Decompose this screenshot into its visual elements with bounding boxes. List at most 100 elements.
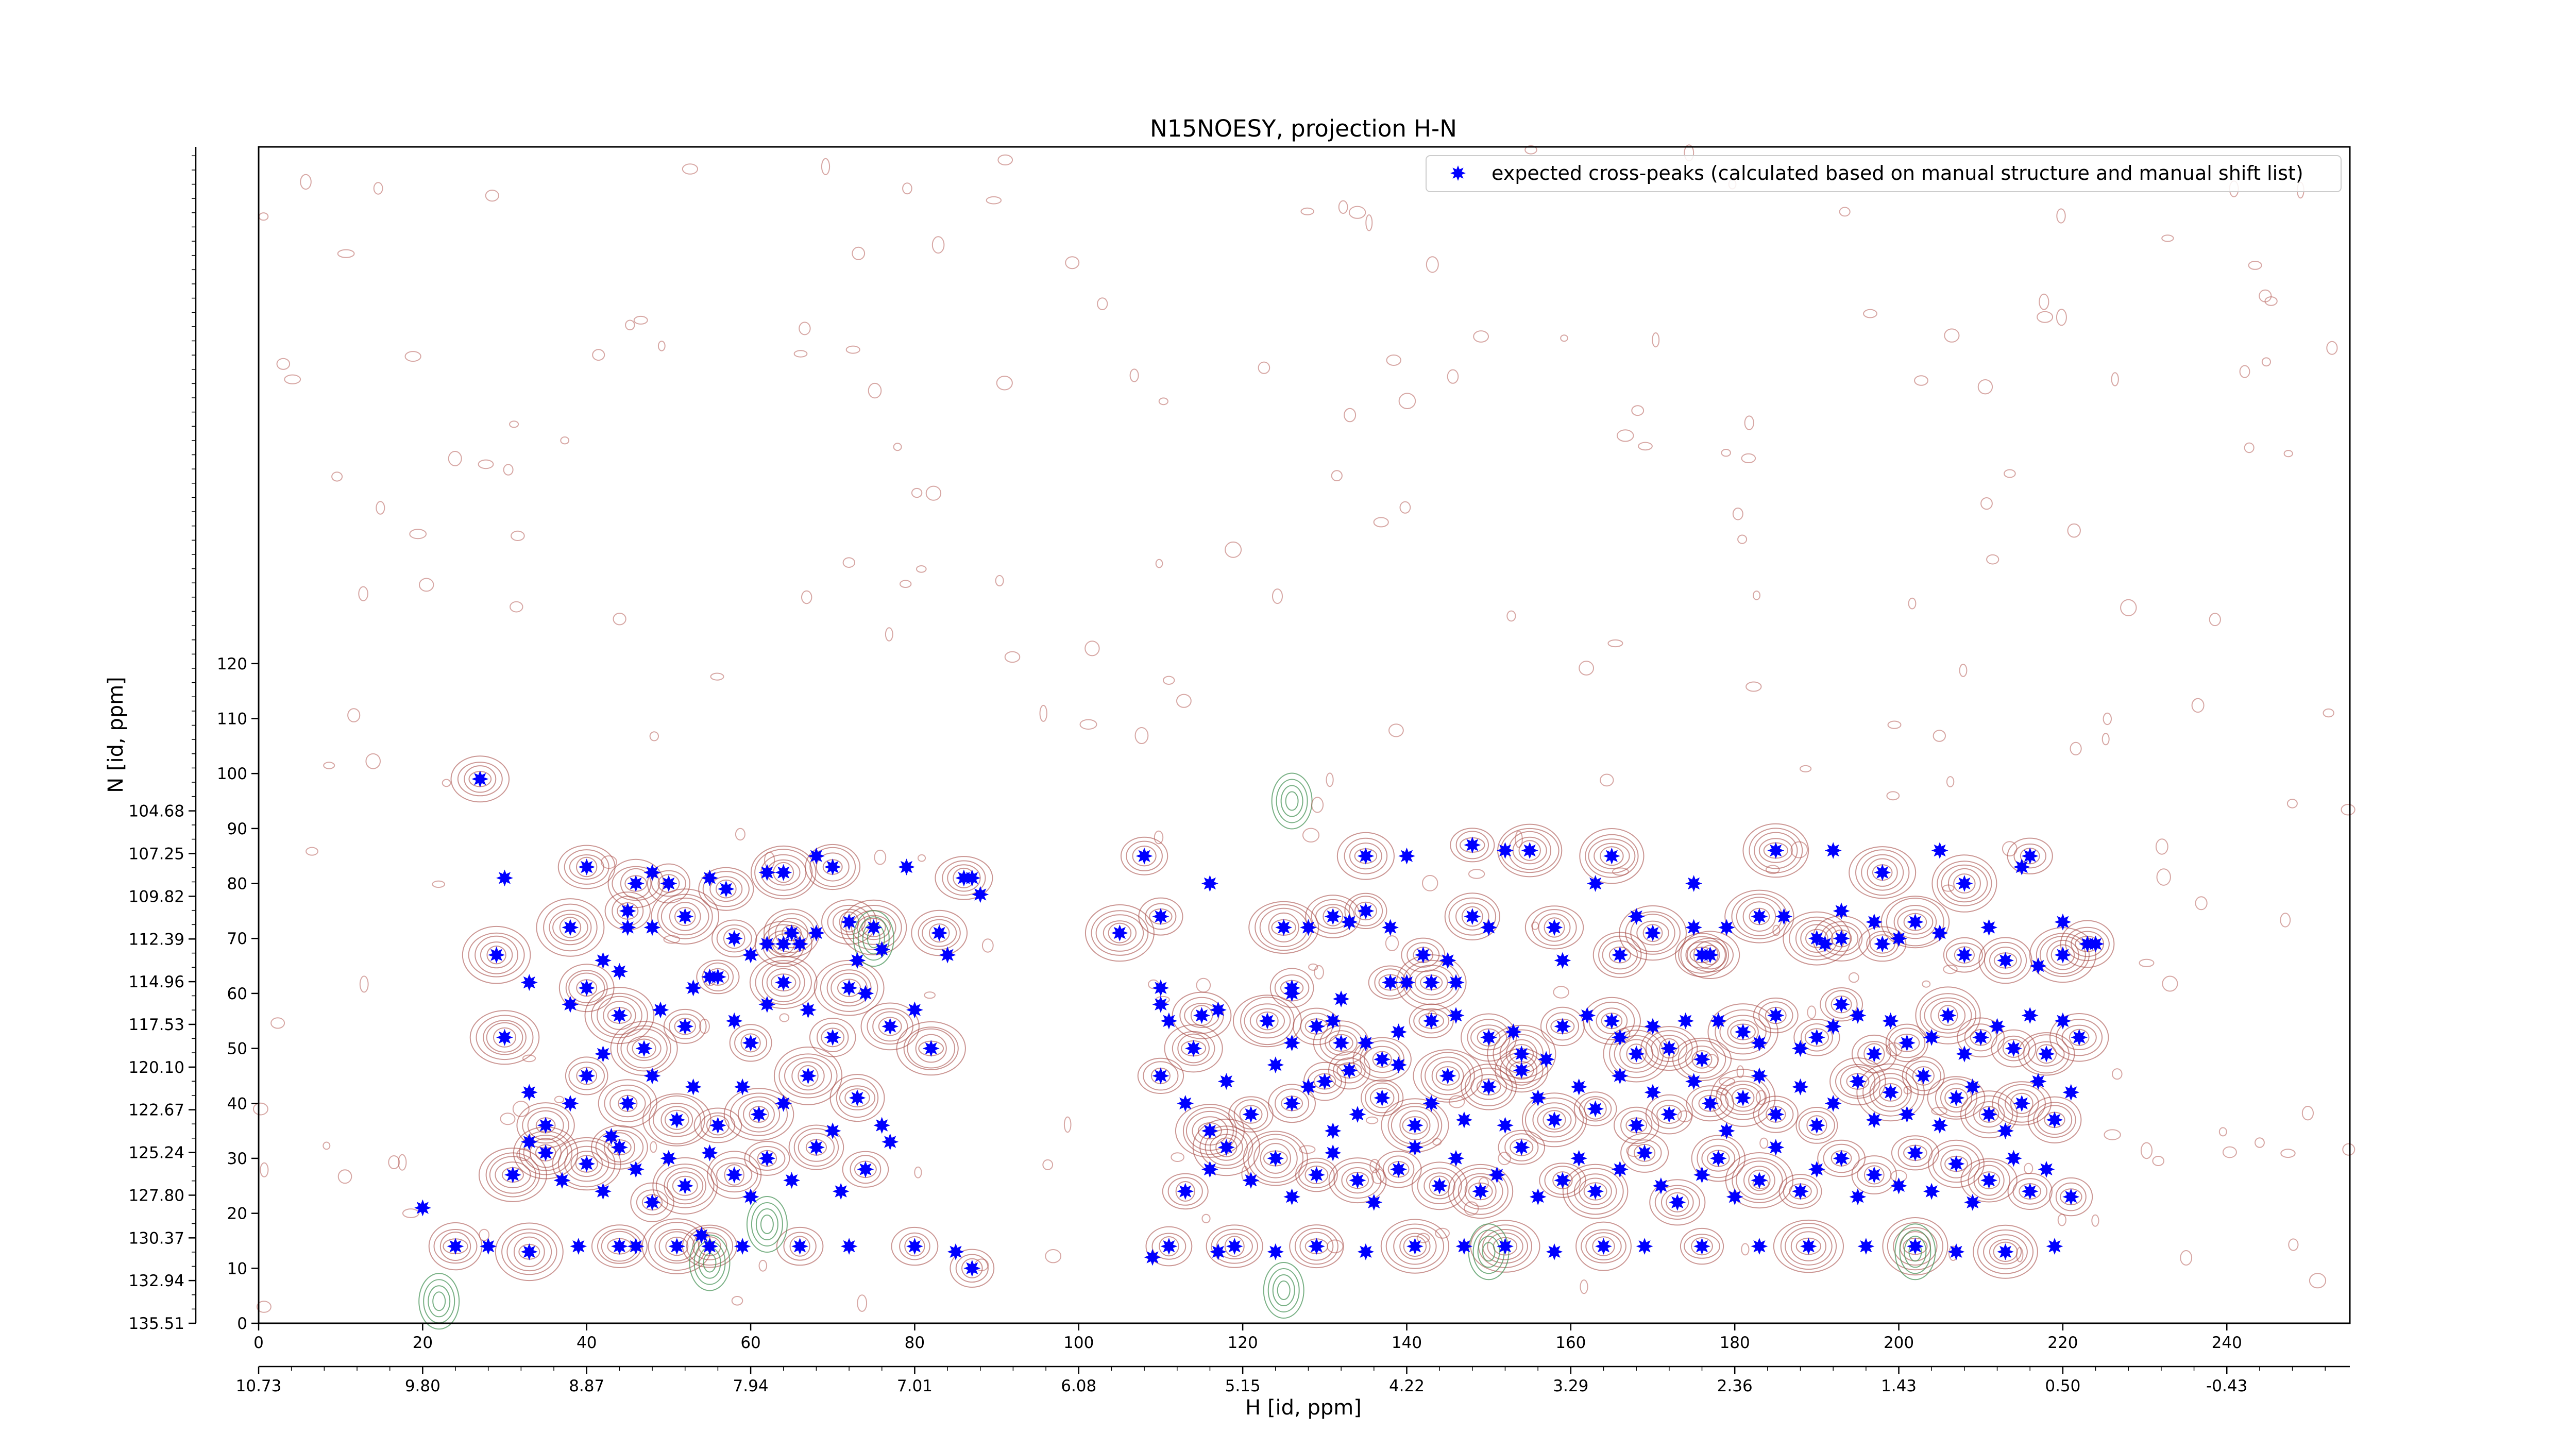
contour-ring [1470, 1024, 1507, 1051]
negative-contour-ring [746, 1196, 788, 1253]
cross-peak-marker [1242, 1106, 1260, 1123]
contour-ring [1224, 1236, 1245, 1257]
contour-ring [489, 1156, 537, 1194]
cross-peak-marker [1890, 1177, 1907, 1194]
y-ppm-tick-label: 122.67 [129, 1101, 184, 1120]
cross-peak-marker [1308, 1018, 1325, 1035]
contour-ring [821, 1027, 844, 1048]
noise-contour [1447, 369, 1459, 384]
contour-ring [1393, 1227, 1437, 1265]
contour-ring [1773, 1219, 1844, 1273]
contour-ring [1795, 1107, 1838, 1144]
noise-contour [1258, 361, 1270, 374]
cross-peak-marker [783, 924, 800, 942]
noise-contour [358, 586, 368, 601]
contour-ring [1991, 1029, 2037, 1068]
contour-ring [2027, 1096, 2082, 1144]
contour-ring [1992, 1081, 2052, 1126]
contour-ring [1323, 906, 1344, 926]
cross-peak-marker [2021, 1183, 2039, 1200]
cross-peak-marker [496, 1029, 513, 1046]
negative-contour-ring [857, 916, 890, 961]
contour-ring [1861, 854, 1904, 891]
contour-ring [2065, 926, 2110, 962]
contour-ring [1742, 901, 1776, 932]
noise-contour [509, 420, 519, 428]
contour-ring [1973, 1224, 2038, 1279]
negative-contour-ring [1899, 1229, 1931, 1274]
contour-ring [1725, 1152, 1794, 1209]
cross-peak-marker [1447, 1007, 1465, 1024]
cross-peak-marker [1365, 1193, 1383, 1211]
contour-ring [1758, 1100, 1794, 1129]
noise-contour [284, 374, 301, 384]
noise-contour [1790, 841, 1808, 858]
noise-contour [2070, 742, 2082, 755]
cross-peak-marker [643, 864, 661, 881]
noise-contour [1158, 397, 1168, 406]
contour-ring [903, 1026, 959, 1070]
cross-peak-marker [1603, 847, 1620, 865]
contour-ring [1268, 912, 1299, 942]
noise-contour [885, 627, 893, 642]
legend: expected cross-peaks (calculated based o… [1426, 155, 2342, 192]
contour-ring [1365, 1082, 1400, 1114]
noise-contour [2280, 1149, 2296, 1158]
contour-ring [1856, 1063, 1925, 1122]
contour-ring [1654, 1185, 1700, 1220]
cross-peak-marker [1390, 1160, 1407, 1178]
contour-ring [1164, 1024, 1223, 1073]
contour-ring [1403, 1236, 1427, 1257]
noise-contour [1741, 453, 1756, 464]
contour-ring [1336, 832, 1395, 880]
noise-contour [1863, 309, 1877, 318]
cross-peak-marker [1702, 1094, 1719, 1112]
cross-peak-marker [709, 1117, 726, 1134]
contour-ring [1209, 1134, 1243, 1161]
cross-peak-marker [857, 1160, 874, 1178]
contour-ring [2018, 1032, 2075, 1076]
noise-contour [1154, 830, 1164, 845]
y-tick-label: 60 [227, 985, 247, 1003]
contour-ring [1719, 1015, 1767, 1049]
contour-ring [1625, 911, 1681, 955]
contour-ring [1382, 1155, 1415, 1184]
contour-ring [1619, 905, 1687, 961]
cross-peak-marker [1734, 1089, 1752, 1106]
cross-peak-marker [1374, 1051, 1391, 1068]
contour-ring [1095, 914, 1144, 952]
contour-ring [630, 1182, 674, 1222]
negative-contour-ring [755, 1208, 778, 1240]
contour-ring [1656, 1105, 1682, 1124]
negative-contour-ring [1276, 779, 1308, 823]
contour-ring [1592, 1236, 1615, 1256]
noise-contour [1716, 1088, 1728, 1096]
contour-ring [1661, 1188, 1694, 1217]
cross-peak-marker [643, 1067, 661, 1085]
cross-peak-marker [2046, 1238, 2063, 1255]
contour-ring [1120, 836, 1168, 875]
cross-peak-marker [1899, 1106, 1916, 1123]
cross-peak-marker [1693, 1051, 1710, 1068]
noise-contour [1553, 986, 1569, 999]
contour-ring [793, 1128, 839, 1167]
noise-contour [1201, 1214, 1211, 1223]
cross-peak-marker [1914, 1067, 1932, 1085]
contour-ring [1989, 947, 2022, 974]
noise-contour [1365, 214, 1373, 231]
y-ppm-tick-label: 104.68 [129, 802, 184, 821]
noise-contour [633, 315, 648, 325]
x-ppm-tick-label: 0.50 [2045, 1377, 2080, 1395]
noise-contour [442, 779, 451, 787]
cross-peak-marker [1332, 990, 1350, 1007]
noise-contour [300, 174, 312, 190]
contour-ring [1620, 1110, 1653, 1140]
cross-peak-marker [906, 1001, 923, 1019]
cross-peak-marker [1300, 919, 1317, 936]
y-ppm-tick-label: 120.10 [129, 1058, 184, 1077]
noise-contour [914, 1166, 922, 1178]
noise-contour [398, 1154, 407, 1171]
noise-contour [663, 935, 680, 944]
contour-ring [904, 1236, 925, 1257]
contour-ring [652, 1103, 701, 1137]
